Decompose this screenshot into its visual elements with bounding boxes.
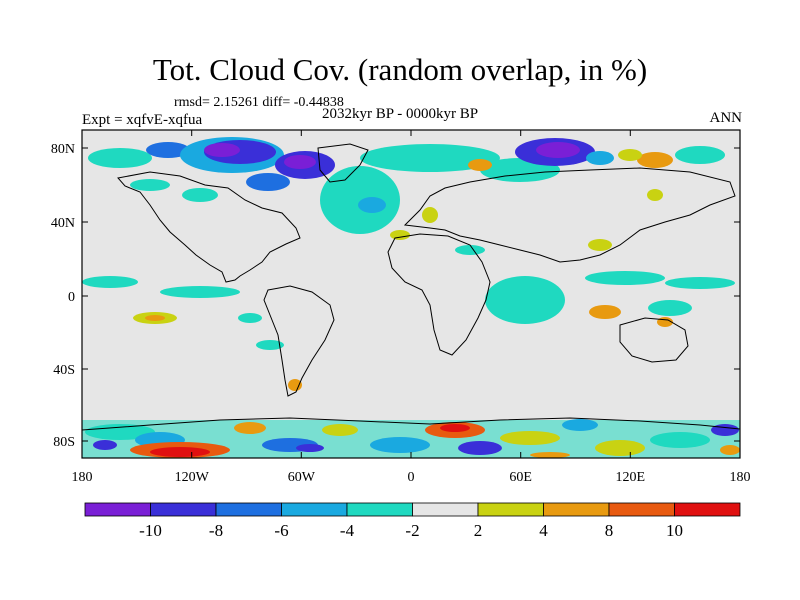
map-title: Tot. Cloud Cov. (random overlap, in %): [152, 52, 648, 87]
anomaly-patch: [320, 166, 400, 234]
anomaly-patch: [485, 276, 565, 324]
north-america-coast: [117, 171, 301, 283]
lon-tick-label: 120W: [175, 470, 210, 485]
lat-tick-label: 80S: [53, 435, 75, 450]
anomaly-patch: [93, 440, 117, 450]
colorbar-swatch: [150, 502, 217, 517]
lon-tick-label: 0: [408, 470, 415, 485]
colorbar-swatch: [412, 502, 479, 517]
anomaly-patch: [720, 445, 740, 455]
colorbar-swatch: [477, 502, 544, 517]
colorbar-label: 2: [474, 521, 483, 540]
anomaly-patch: [160, 286, 240, 298]
lat-tick-label: 40N: [51, 216, 75, 231]
anomaly-patch: [422, 207, 438, 223]
anomaly-patch: [647, 189, 663, 201]
australia-coast: [619, 317, 689, 363]
lon-tick-label: 180: [72, 470, 93, 485]
anomaly-patch: [360, 144, 500, 172]
axis-ticks: 80N 40N 0 40S 80S 180 120W 60W 0 60E 120E 180: [51, 130, 751, 485]
colorbar-label: -4: [340, 521, 355, 540]
anomaly-patch: [234, 422, 266, 434]
coastlines: [81, 143, 741, 431]
lat-tick-label: 0: [68, 290, 75, 305]
south-america-coast: [263, 285, 335, 397]
colorbar-label: -2: [405, 521, 419, 540]
anomaly-patch: [637, 152, 673, 168]
anomaly-patch: [648, 300, 692, 316]
anomaly-patch: [146, 142, 190, 158]
anomaly-patch: [370, 437, 430, 453]
anomaly-patch: [284, 155, 316, 169]
eurasia-coast: [403, 167, 736, 263]
anomaly-patch: [530, 452, 570, 458]
anomaly-patch: [586, 151, 614, 165]
period-label: 2032kyr BP - 0000kyr BP: [322, 106, 479, 122]
colorbar-swatch: [281, 502, 348, 517]
colorbar-label: -10: [139, 521, 162, 540]
anomaly-patch: [618, 149, 642, 161]
anomaly-patch: [585, 271, 665, 285]
antarctica-coast: [81, 417, 741, 431]
lon-tick-label: 180: [730, 470, 751, 485]
lat-tick-label: 40S: [53, 363, 75, 378]
anomaly-patch: [88, 148, 152, 168]
anomaly-patch: [468, 159, 492, 171]
colorbar-swatch: [215, 502, 282, 517]
anomaly-patch: [296, 444, 324, 452]
colorbar-swatch: [346, 502, 413, 517]
anomaly-patch: [145, 315, 165, 321]
anomaly-patch: [358, 197, 386, 213]
anomaly-patch: [595, 440, 645, 456]
anomaly-patch: [650, 432, 710, 448]
anomaly-field: [82, 137, 740, 458]
anomaly-patch: [322, 424, 358, 436]
lon-tick-label: 60W: [288, 470, 316, 485]
anomaly-patch: [500, 431, 560, 445]
colorbar-swatch: [84, 502, 151, 517]
stats-label: rmsd= 2.15261 diff= -0.44838: [174, 95, 344, 110]
anomaly-patch: [130, 179, 170, 191]
lon-tick-label: 120E: [616, 470, 646, 485]
anomaly-patch: [204, 143, 240, 157]
colorbar-label: -6: [274, 521, 288, 540]
colorbar-swatch: [608, 502, 675, 517]
anomaly-patch: [82, 276, 138, 288]
anomaly-patch: [238, 313, 262, 323]
colorbar-swatch: [543, 502, 610, 517]
colorbar: -10 -8 -6 -4 -2 2 4 8 10: [84, 502, 741, 540]
lat-tick-label: 80N: [51, 142, 75, 157]
anomaly-patch: [562, 419, 598, 431]
anomaly-patch: [440, 424, 470, 432]
anomaly-patch: [288, 379, 302, 391]
colorbar-label: 10: [666, 521, 683, 540]
anomaly-patch: [675, 146, 725, 164]
colorbar-label: 4: [539, 521, 548, 540]
anomaly-patch: [665, 277, 735, 289]
colorbar-label: 8: [605, 521, 614, 540]
anomaly-patch: [150, 447, 210, 457]
greenland-coast: [317, 143, 369, 183]
experiment-label: Expt = xqfvE-xqfua: [82, 112, 203, 128]
anomaly-patch: [588, 239, 612, 251]
africa-coast: [387, 233, 491, 356]
anomaly-patch: [536, 142, 580, 158]
lon-tick-label: 60E: [509, 470, 532, 485]
anomaly-patch: [455, 245, 485, 255]
colorbar-swatch: [674, 502, 741, 517]
anomaly-patch: [589, 305, 621, 319]
season-label: ANN: [709, 110, 743, 126]
colorbar-label: -8: [209, 521, 223, 540]
anomaly-patch: [256, 340, 284, 350]
anomaly-patch: [458, 441, 502, 455]
anomaly-patch: [246, 173, 290, 191]
anomaly-patch: [711, 424, 739, 436]
anomaly-patch: [390, 230, 410, 240]
anomaly-patch: [182, 188, 218, 202]
